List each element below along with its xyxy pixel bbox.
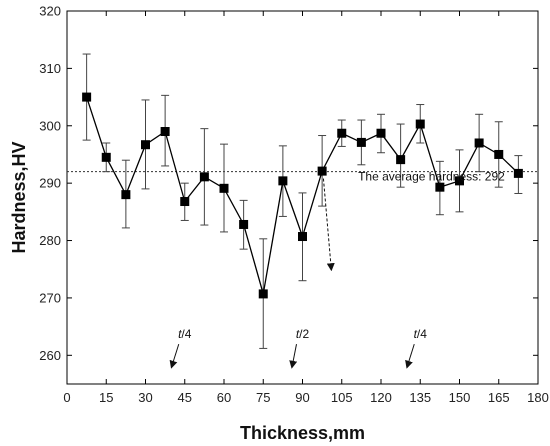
x-tick-label: 30 (138, 390, 152, 405)
data-point (160, 127, 170, 137)
y-tick-label: 300 (39, 118, 61, 133)
x-tick-label: 105 (331, 390, 353, 405)
data-point (239, 219, 249, 229)
annotation-rest-part: /4 (181, 327, 191, 341)
x-tick-label: 15 (99, 390, 113, 405)
annotation-arrow (322, 178, 335, 272)
x-tick-label: 150 (449, 390, 471, 405)
x-tick-label: 120 (370, 390, 392, 405)
data-point (396, 155, 406, 165)
data-point (455, 176, 464, 186)
y-tick-label: 320 (39, 4, 61, 19)
data-point (317, 166, 327, 176)
data-point (141, 140, 150, 150)
data-series (82, 92, 523, 299)
data-point (415, 119, 425, 129)
error-bars (82, 53, 523, 349)
annotation-italic-part: t (178, 327, 182, 341)
y-tick-label: 310 (39, 61, 61, 76)
data-point (82, 92, 92, 102)
annotation-label: t/4 (178, 327, 192, 341)
data-point (376, 128, 386, 138)
y-axis-title: Hardness,HV (9, 141, 29, 253)
data-point (180, 197, 190, 207)
data-point (121, 190, 131, 200)
data-point (298, 232, 307, 242)
data-point (435, 182, 445, 192)
annotation-label: t/2 (296, 327, 310, 341)
data-point (337, 128, 347, 138)
annotation-label: t/4 (414, 327, 428, 341)
data-point (258, 289, 268, 299)
x-tick-label: 165 (488, 390, 510, 405)
x-tick-label: 180 (527, 390, 549, 405)
annotation-arrow (405, 343, 415, 369)
annotation-italic-part: t (296, 327, 300, 341)
x-tick-label: 45 (178, 390, 192, 405)
data-point (356, 137, 366, 147)
x-tick-label: 0 (63, 390, 70, 405)
annotation-label: The average hardness: 292 (358, 169, 505, 183)
annotation-rest-part: /2 (299, 327, 309, 341)
data-point (474, 138, 484, 148)
x-axis-title: Thickness,mm (240, 423, 365, 443)
axis-ticks: 0 15 30 45 60 75 90 105 120 135 150 165 180 260 270 280… (39, 4, 549, 406)
annotation-rest-part: /4 (417, 327, 427, 341)
annotation-italic-part: t (414, 327, 418, 341)
y-tick-label: 290 (39, 176, 61, 191)
data-point (513, 168, 523, 178)
y-tick-label: 280 (39, 233, 61, 248)
x-tick-label: 60 (217, 390, 231, 405)
data-point (101, 152, 111, 162)
x-tick-label: 90 (295, 390, 309, 405)
data-point (219, 183, 229, 193)
y-tick-label: 260 (39, 348, 61, 363)
data-point (494, 149, 504, 159)
data-point (278, 176, 288, 186)
data-point (199, 172, 209, 182)
annotation-arrow (169, 343, 180, 369)
x-tick-label: 135 (409, 390, 431, 405)
y-tick-label: 270 (39, 290, 61, 305)
x-tick-label: 75 (256, 390, 270, 405)
annotation-arrow (289, 343, 298, 369)
